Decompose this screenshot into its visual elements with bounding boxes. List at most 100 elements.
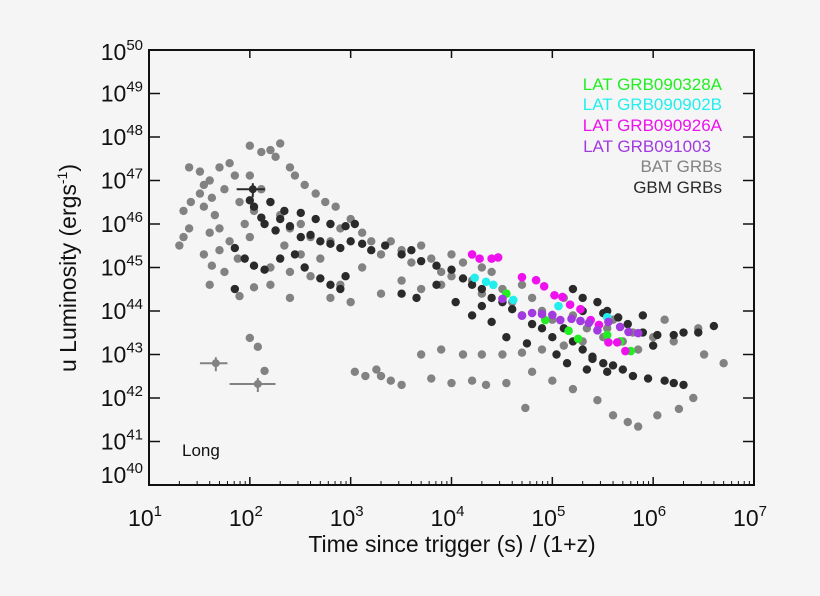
data-point <box>306 230 315 240</box>
x-tick-label: 103 <box>330 503 364 531</box>
data-point <box>487 293 496 303</box>
x-tick-label: 101 <box>128 503 162 531</box>
data-point <box>240 254 249 263</box>
y-tick-label: 1043 <box>101 340 143 368</box>
annotation-long: Long <box>182 441 220 460</box>
data-point <box>210 210 220 220</box>
data-point <box>552 350 561 359</box>
data-point <box>271 152 280 162</box>
data-point <box>694 328 703 337</box>
data-point <box>593 396 602 405</box>
data-point <box>477 263 487 272</box>
data-point <box>386 376 395 385</box>
data-point <box>489 280 498 290</box>
data-point <box>235 291 244 301</box>
data-point <box>508 295 518 305</box>
data-point <box>215 224 224 233</box>
data-point <box>240 219 249 229</box>
data-point <box>397 250 406 259</box>
data-point <box>285 163 295 172</box>
data-point <box>562 359 572 368</box>
data-point <box>195 167 205 176</box>
data-point <box>604 317 613 327</box>
data-point <box>623 319 632 329</box>
data-point <box>608 411 618 420</box>
data-point <box>467 376 477 385</box>
data-point <box>623 417 632 427</box>
data-point <box>316 254 325 263</box>
data-point <box>517 348 527 357</box>
data-point <box>260 219 269 229</box>
data-point <box>602 330 612 340</box>
data-point <box>416 256 426 266</box>
data-point <box>458 350 468 359</box>
data-point <box>275 254 285 263</box>
data-point <box>416 241 426 250</box>
data-point <box>367 237 376 246</box>
data-point <box>341 272 350 281</box>
axis-ticks: 101 102 103 104 105 106 107 1040 1041 1042 1043 104… <box>101 37 767 531</box>
data-point <box>316 274 325 283</box>
data-point <box>245 171 255 180</box>
data-point <box>447 272 456 281</box>
data-point <box>199 202 209 211</box>
y-tick-label: 1044 <box>101 296 143 324</box>
data-point <box>458 274 468 283</box>
data-point <box>253 342 263 352</box>
y-tick-label: 1047 <box>101 166 143 194</box>
data-point <box>215 163 224 172</box>
data-point <box>527 367 537 377</box>
y-tick-label: 1042 <box>101 383 143 411</box>
data-point <box>260 265 269 274</box>
data-point <box>230 284 240 294</box>
data-point <box>326 239 335 249</box>
data-point <box>568 284 578 294</box>
data-point <box>621 346 630 356</box>
data-point <box>648 341 658 350</box>
data-point <box>588 352 597 361</box>
data-point <box>331 202 340 211</box>
data-point <box>602 367 612 377</box>
data-point <box>367 245 376 255</box>
data-point <box>638 311 648 320</box>
data-point <box>341 222 350 231</box>
data-point <box>477 301 487 311</box>
data-point <box>582 365 592 374</box>
data-point <box>285 293 295 303</box>
data-point <box>527 293 537 303</box>
x-tick-label: 106 <box>632 503 666 531</box>
x-axis-label: Time since trigger (s) / (1+z) <box>308 531 595 557</box>
data-point <box>230 243 240 253</box>
data-point <box>376 250 386 259</box>
data-point <box>613 313 623 322</box>
data-point <box>436 267 446 277</box>
data-point <box>205 176 214 185</box>
data-point <box>249 202 259 211</box>
data-point <box>275 139 285 148</box>
data-point <box>372 365 381 374</box>
data-point <box>527 319 537 329</box>
data-point <box>527 308 537 318</box>
data-point <box>624 327 633 337</box>
data-point <box>249 261 259 270</box>
series-gbm-grbs <box>230 183 719 390</box>
data-point <box>412 293 421 303</box>
data-point <box>559 341 569 350</box>
data-point <box>306 272 315 281</box>
data-point <box>296 208 305 218</box>
y-tick-label: 1048 <box>101 122 143 150</box>
data-point <box>207 193 217 203</box>
data-point <box>669 378 678 388</box>
data-point <box>184 163 194 172</box>
data-point <box>253 379 262 388</box>
data-point <box>517 280 527 290</box>
data-point <box>199 180 209 190</box>
data-point <box>357 239 367 249</box>
data-point <box>517 311 527 320</box>
data-point <box>502 378 511 388</box>
data-point <box>266 197 275 207</box>
data-point <box>537 324 547 333</box>
data-point <box>498 350 507 359</box>
data-point <box>249 283 259 292</box>
